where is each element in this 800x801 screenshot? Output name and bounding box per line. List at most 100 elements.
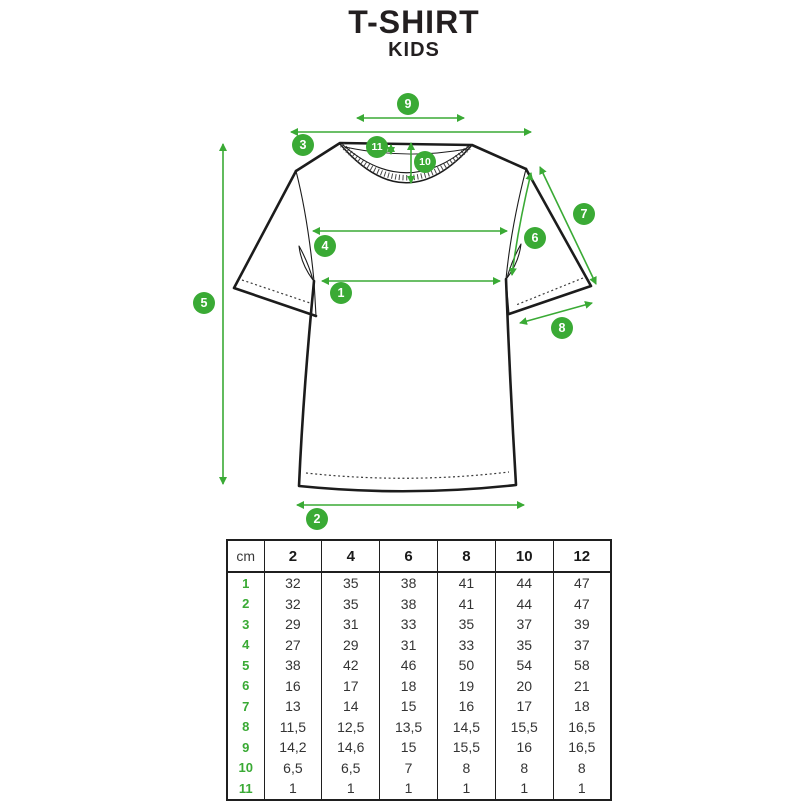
unit-label: cm xyxy=(226,540,265,573)
bottom-hem-stitching xyxy=(305,471,510,479)
size-value-cell: 17 xyxy=(321,675,381,696)
left-sleeve-edge xyxy=(232,169,318,318)
size-value-cell: 14,2 xyxy=(263,737,323,758)
size-value-cell: 31 xyxy=(379,634,438,655)
size-value-cell: 17 xyxy=(494,696,554,717)
measure-number-cell: 2 xyxy=(226,593,265,614)
size-value-cell: 12,5 xyxy=(321,716,381,737)
table-row: 4 27 29 31 33 35 37 xyxy=(226,634,612,655)
left-underarm-notch xyxy=(298,245,314,281)
marker-label: 11 xyxy=(371,141,382,153)
page-title: T-SHIRT xyxy=(348,4,480,40)
size-column-header: 6 xyxy=(379,540,438,573)
size-value-cell: 32 xyxy=(263,593,323,614)
measure-marker-9: 9 xyxy=(397,93,419,115)
size-value-cell: 20 xyxy=(494,675,554,696)
size-value-cell: 14,5 xyxy=(436,716,496,737)
size-value-cell: 41 xyxy=(436,572,496,594)
measure-number-cell: 8 xyxy=(226,716,265,737)
size-value-cell: 8 xyxy=(552,757,612,778)
size-value-cell: 14 xyxy=(321,696,381,717)
measure-marker-8: 8 xyxy=(551,317,573,339)
marker-circle xyxy=(330,282,352,304)
measure-marker-11: 11 xyxy=(366,136,388,158)
marker-circle xyxy=(314,235,336,257)
size-value-cell: 7 xyxy=(379,757,438,778)
marker-label: 5 xyxy=(201,296,208,310)
size-value-cell: 11,5 xyxy=(263,716,323,737)
size-value-cell: 13,5 xyxy=(379,716,438,737)
right-sleeve-stitching xyxy=(515,277,584,306)
measure-marker-2: 2 xyxy=(306,508,328,530)
size-value-cell: 6,5 xyxy=(263,757,323,778)
size-value-cell: 16 xyxy=(263,675,323,696)
size-value-cell: 16 xyxy=(436,696,496,717)
size-value-cell: 16,5 xyxy=(552,737,612,758)
size-value-cell: 14,6 xyxy=(321,737,381,758)
measure-number-cell: 10 xyxy=(226,757,265,778)
size-value-cell: 38 xyxy=(263,655,323,676)
size-value-cell: 35 xyxy=(321,593,381,614)
size-column-header: 2 xyxy=(263,540,323,573)
size-value-cell: 1 xyxy=(436,778,496,800)
marker-label: 4 xyxy=(322,239,329,253)
size-value-cell: 33 xyxy=(379,614,438,635)
marker-label: 1 xyxy=(338,286,345,300)
size-value-cell: 6,5 xyxy=(321,757,381,778)
size-value-cell: 18 xyxy=(552,696,612,717)
size-value-cell: 37 xyxy=(552,634,612,655)
size-value-cell: 33 xyxy=(436,634,496,655)
size-value-cell: 1 xyxy=(379,778,438,800)
size-value-cell: 35 xyxy=(321,572,381,594)
table-row: 1 32 35 38 41 44 47 xyxy=(226,572,612,594)
size-table-body: 1 32 35 38 41 44 47 2 32 35 38 41 44 47 3 29 31 33 35 37 39 4… xyxy=(226,572,612,800)
table-row: 6 16 17 18 19 20 21 xyxy=(226,675,612,696)
size-value-cell: 44 xyxy=(494,572,554,594)
size-value-cell: 29 xyxy=(263,614,323,635)
table-row: 7 13 14 15 16 17 18 xyxy=(226,696,612,717)
size-value-cell: 16 xyxy=(494,737,554,758)
collar-inner-curve xyxy=(342,144,470,174)
size-value-cell: 50 xyxy=(436,655,496,676)
size-table-header-row: cm 2 4 6 8 10 12 xyxy=(226,540,612,573)
size-value-cell: 1 xyxy=(263,778,323,800)
measure-marker-5: 5 xyxy=(193,292,215,314)
size-value-cell: 41 xyxy=(436,593,496,614)
size-value-cell: 19 xyxy=(436,675,496,696)
marker-label: 7 xyxy=(581,207,588,221)
size-value-cell: 8 xyxy=(494,757,554,778)
measure-number-cell: 7 xyxy=(226,696,265,717)
size-column-header: 4 xyxy=(321,540,381,573)
size-value-cell: 21 xyxy=(552,675,612,696)
measure-marker-6: 6 xyxy=(524,227,546,249)
table-row: 8 11,5 12,5 13,5 14,5 15,5 16,5 xyxy=(226,716,612,737)
table-row: 3 29 31 33 35 37 39 xyxy=(226,614,612,635)
left-armhole-seam xyxy=(295,170,315,282)
size-value-cell: 44 xyxy=(494,593,554,614)
size-value-cell: 46 xyxy=(379,655,438,676)
marker-circle xyxy=(524,227,546,249)
measure-marker-10: 10 xyxy=(414,151,436,173)
marker-circle xyxy=(573,203,595,225)
marker-label: 2 xyxy=(314,512,321,526)
title-block: T-SHIRT KIDS xyxy=(14,4,800,59)
tshirt-measurement-diagram: 1 2 3 4 5 6 7 8 9 10 11 xyxy=(193,93,597,530)
table-row: 5 38 42 46 50 54 58 xyxy=(226,655,612,676)
measure-number-cell: 4 xyxy=(226,634,265,655)
size-column-header: 12 xyxy=(552,540,612,573)
table-row: 9 14,2 14,6 15 15,5 16 16,5 xyxy=(226,737,612,758)
measure-marker-7: 7 xyxy=(573,203,595,225)
size-value-cell: 42 xyxy=(321,655,381,676)
size-table: cm 2 4 6 8 10 12 1 32 35 38 41 44 47 2 32 35 38 41 4… xyxy=(226,539,612,801)
collar-outer-curve xyxy=(339,143,473,184)
size-value-cell: 32 xyxy=(263,572,323,594)
size-value-cell: 39 xyxy=(552,614,612,635)
marker-label: 10 xyxy=(419,156,431,168)
arrow-measure-7 xyxy=(539,166,597,285)
size-column-header: 8 xyxy=(436,540,496,573)
size-value-cell: 8 xyxy=(436,757,496,778)
size-value-cell: 1 xyxy=(494,778,554,800)
marker-circle xyxy=(397,93,419,115)
marker-circle xyxy=(193,292,215,314)
measure-marker-3: 3 xyxy=(292,134,314,156)
